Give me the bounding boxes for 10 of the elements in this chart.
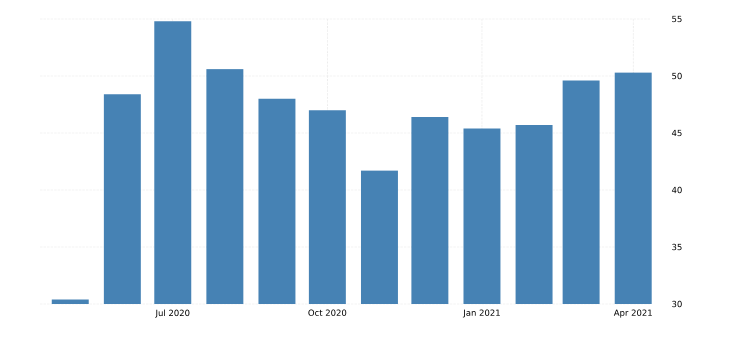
x-tick-label: Oct 2020 <box>308 310 346 316</box>
y-tick-label: 50 <box>672 72 682 80</box>
x-tick-label: Apr 2021 <box>614 310 652 318</box>
y-tick-label: 40 <box>672 186 682 194</box>
y-tick-label: 55 <box>672 16 682 22</box>
x-tick-label: Jul 2020 <box>155 310 190 318</box>
y-tick-label: 30 <box>672 300 682 308</box>
x-tick-label: Jan 2021 <box>462 310 500 318</box>
y-tick-label: 35 <box>672 244 682 250</box>
y-tick-label: 45 <box>672 130 682 136</box>
